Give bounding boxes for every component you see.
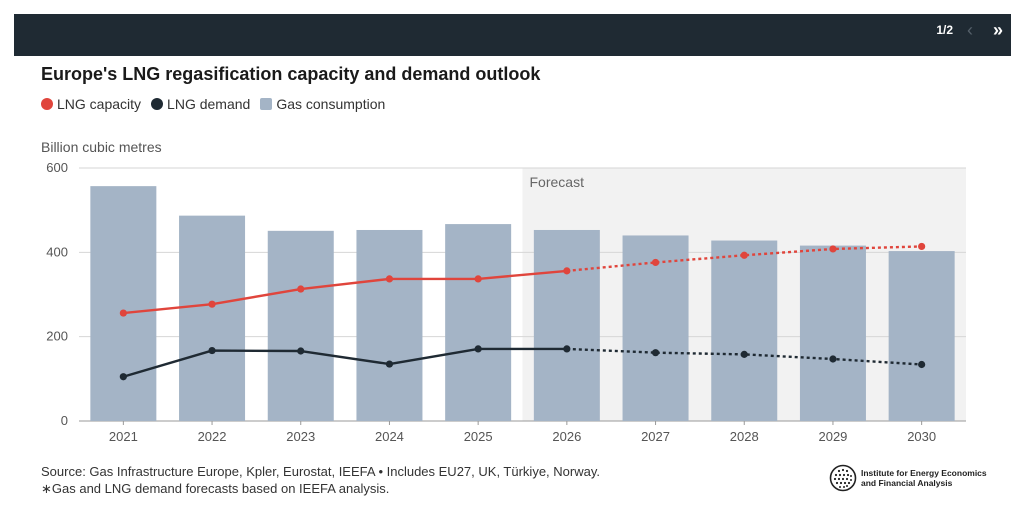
logo-text: Institute for Energy Economics and Finan…	[861, 468, 987, 488]
data-point	[297, 285, 305, 293]
x-tick-label: 2027	[641, 429, 670, 444]
legend: LNG capacity LNG demand Gas consumption	[41, 96, 395, 112]
x-tick-label: 2026	[552, 429, 581, 444]
data-point	[119, 309, 127, 317]
data-point	[740, 251, 748, 259]
data-point	[651, 258, 660, 267]
legend-item-lng-demand: LNG demand	[151, 96, 250, 112]
ieefa-logo: Institute for Energy Economics and Finan…	[829, 464, 1001, 492]
data-point	[563, 267, 571, 275]
bar	[90, 186, 157, 421]
bar	[179, 215, 246, 421]
data-point	[829, 355, 837, 363]
series-line-forecast	[566, 347, 922, 366]
bar	[533, 229, 600, 421]
x-tick-label: 2030	[907, 429, 936, 444]
series-line-actual	[123, 347, 567, 378]
legend-item-lng-capacity: LNG capacity	[41, 96, 141, 112]
bars	[90, 186, 955, 421]
y-tick-label: 400	[46, 244, 68, 259]
page-indicator: 1/2	[936, 23, 953, 37]
legend-label: Gas consumption	[276, 96, 386, 112]
x-tick-label: 2028	[730, 429, 759, 444]
chart: Billion cubic metres Forecast 0 200 400 600…	[41, 139, 966, 444]
legend-swatch-lng-demand	[151, 98, 164, 110]
x-tick-label: 2023	[286, 429, 315, 444]
bar	[267, 230, 334, 421]
y-tick-label: 200	[46, 329, 68, 344]
x-ticks: 2021 2022 2023 2024 2025 2026 2027 2028 2029 2030	[109, 421, 936, 444]
x-tick-label: 2029	[818, 429, 847, 444]
x-tick-label: 2021	[109, 429, 138, 444]
bar	[888, 251, 955, 421]
y-tick-label: 0	[61, 413, 68, 428]
bar	[622, 235, 689, 421]
y-ticks: 0 200 400 600	[46, 160, 68, 428]
data-point	[829, 245, 837, 253]
data-point	[740, 350, 748, 358]
bar	[711, 240, 778, 421]
chevron-left-icon[interactable]: ‹	[967, 20, 973, 40]
x-tick-label: 2024	[375, 429, 404, 444]
forecast-label: Forecast	[530, 174, 585, 190]
y-tick-label: 600	[46, 160, 68, 175]
legend-label: LNG demand	[167, 96, 251, 112]
x-tick-label: 2022	[198, 429, 227, 444]
source-line: Source: Gas Infrastructure Europe, Kpler…	[41, 464, 600, 479]
double-chevron-right-icon[interactable]: »	[992, 20, 1003, 40]
data-point	[385, 275, 394, 283]
x-tick-label: 2025	[464, 429, 493, 444]
globe-icon	[829, 464, 857, 492]
series-line-actual	[123, 269, 567, 315]
legend-swatch-lng-capacity	[41, 98, 53, 110]
data-point	[651, 349, 660, 357]
y-axis-label: Billion cubic metres	[41, 139, 162, 155]
data-point	[474, 345, 482, 353]
data-point	[918, 360, 926, 369]
chart-title: Europe's LNG regasification capacity and…	[41, 64, 541, 84]
source-note: Source: Gas Infrastructure Europe, Kpler…	[41, 463, 600, 497]
data-point	[385, 360, 394, 368]
bar	[445, 224, 512, 421]
data-point	[474, 275, 482, 283]
data-point	[918, 242, 926, 251]
legend-label: LNG capacity	[57, 96, 142, 112]
series-line-forecast	[566, 245, 922, 273]
bar	[356, 229, 423, 421]
footnote-line: ∗Gas and LNG demand forecasts based on I…	[41, 481, 390, 496]
data-point	[208, 300, 216, 308]
data-point	[563, 345, 571, 353]
lines	[123, 245, 922, 378]
legend-item-gas-consumption: Gas consumption	[260, 96, 385, 112]
data-point	[297, 347, 305, 355]
data-point	[119, 373, 127, 381]
data-point	[208, 346, 216, 355]
points	[119, 242, 926, 381]
bar	[799, 245, 866, 421]
top-bar: 1/2 ‹ »	[14, 14, 1011, 56]
legend-swatch-gas-consumption	[260, 98, 273, 110]
